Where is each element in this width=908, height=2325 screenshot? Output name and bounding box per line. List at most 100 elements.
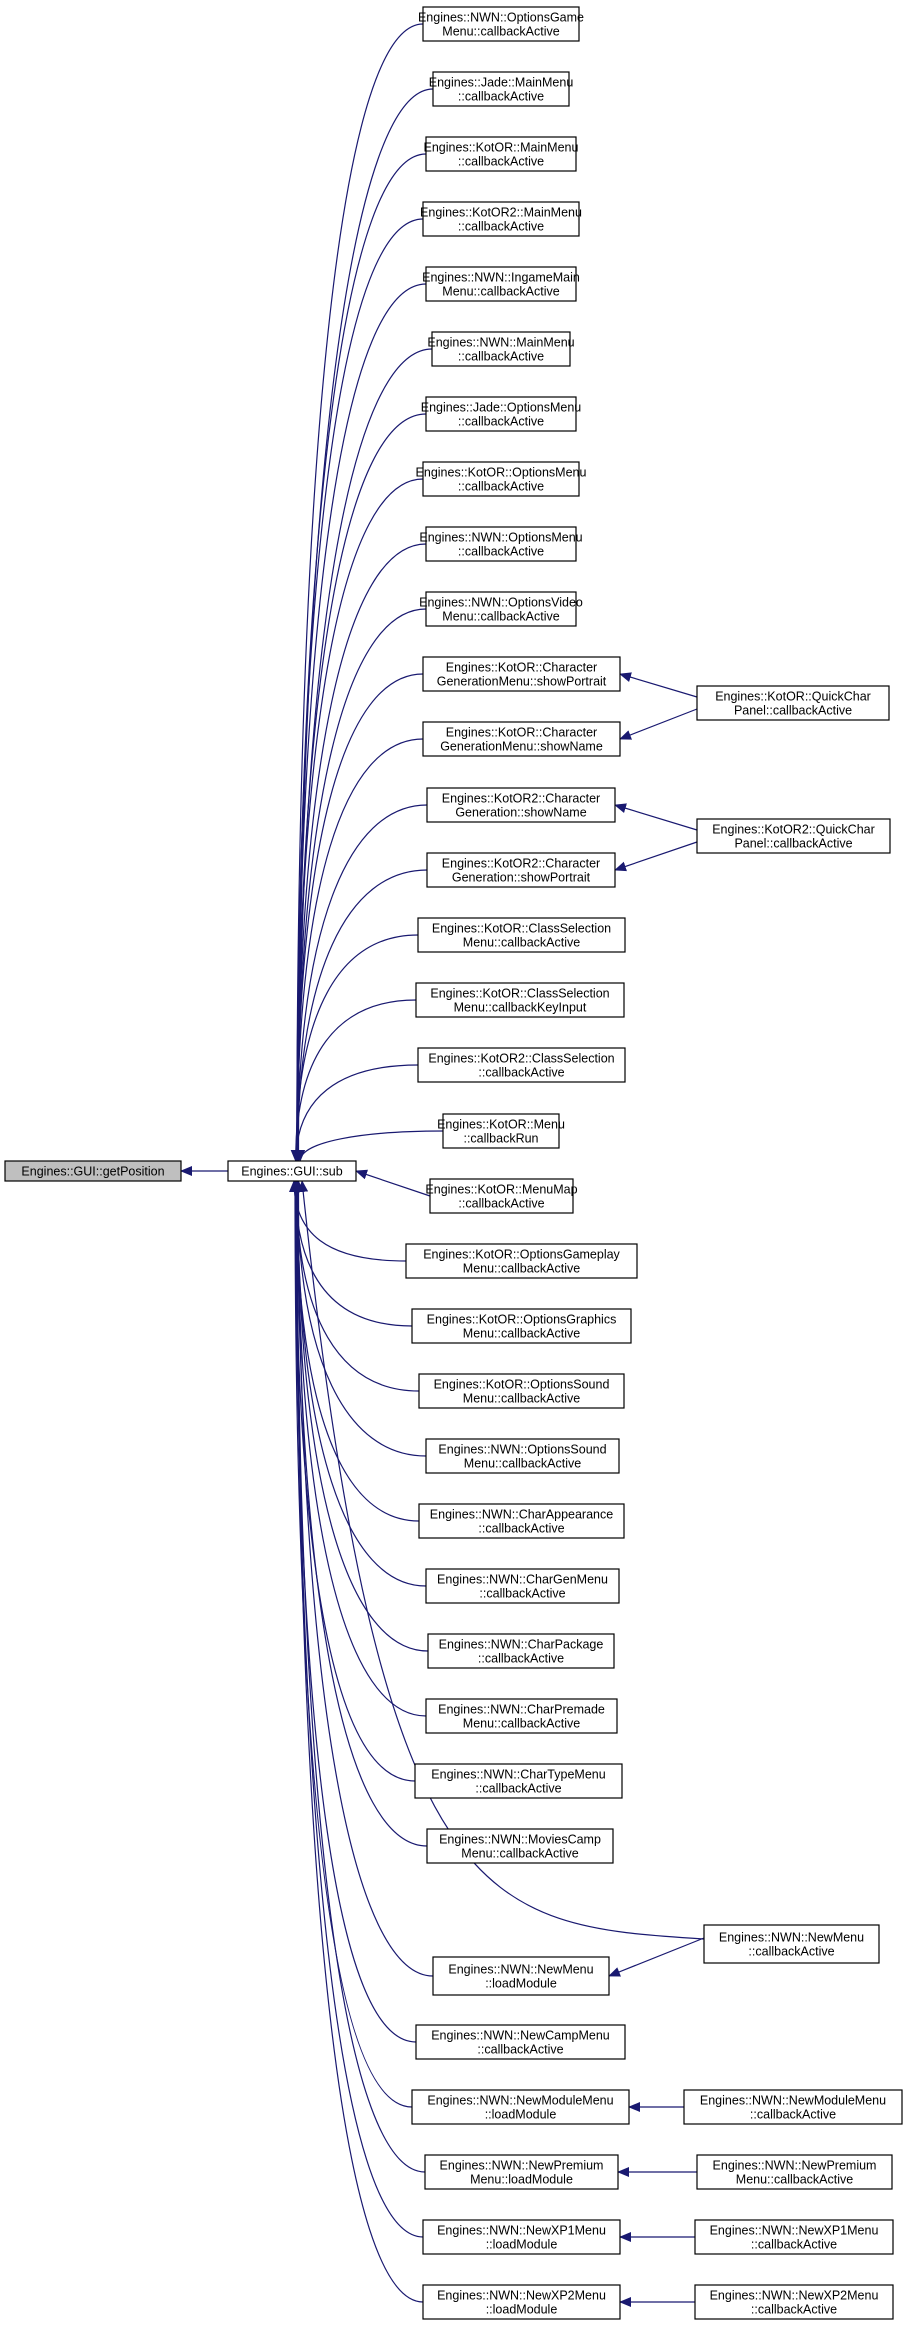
node-label: ::callbackActive	[458, 90, 544, 104]
node-box[interactable]	[422, 2219, 621, 2255]
node-box[interactable]	[422, 6, 580, 42]
node-box[interactable]	[696, 2154, 893, 2190]
node-label: Engines::NWN::NewXP1Menu	[710, 2224, 879, 2238]
node-box[interactable]	[415, 2024, 626, 2060]
node-o5[interactable]: Engines::NWN::NewPremiumMenu::callbackAc…	[696, 2154, 893, 2190]
node-label: Engines::KotOR::MenuMap	[425, 1183, 577, 1197]
node-c34[interactable]: Engines::NWN::NewXP1Menu::loadModule	[422, 2219, 621, 2255]
node-c30[interactable]: Engines::NWN::NewMenu::loadModule	[432, 1956, 610, 1996]
node-c28[interactable]: Engines::NWN::CharTypeMenu::callbackActi…	[414, 1763, 623, 1799]
node-c32[interactable]: Engines::NWN::NewModuleMenu::loadModule	[411, 2089, 630, 2125]
node-c15[interactable]: Engines::KotOR::ClassSelectionMenu::call…	[417, 917, 626, 953]
node-box[interactable]	[424, 2154, 619, 2190]
node-c27[interactable]: Engines::NWN::CharPremadeMenu::callbackA…	[425, 1698, 618, 1734]
node-c22[interactable]: Engines::KotOR::OptionsSoundMenu::callba…	[418, 1373, 625, 1409]
node-o3[interactable]: Engines::NWN::NewMenu::callbackActive	[703, 1924, 880, 1964]
node-box[interactable]	[432, 1956, 610, 1996]
node-label: ::loadModule	[486, 2238, 558, 2252]
node-box[interactable]	[425, 1438, 620, 1474]
node-label: Menu::callbackActive	[463, 936, 580, 950]
node-c14[interactable]: Engines::KotOR2::CharacterGeneration::sh…	[426, 852, 616, 888]
node-box[interactable]	[426, 1828, 614, 1864]
node-box[interactable]	[422, 201, 580, 237]
node-c9[interactable]: Engines::NWN::OptionsMenu::callbackActiv…	[419, 526, 583, 562]
node-c4[interactable]: Engines::KotOR2::MainMenu::callbackActiv…	[420, 201, 582, 237]
node-c23[interactable]: Engines::NWN::OptionsSoundMenu::callback…	[425, 1438, 620, 1474]
node-box[interactable]	[425, 1568, 620, 1604]
node-box[interactable]	[425, 136, 577, 172]
node-box[interactable]	[694, 2284, 894, 2320]
node-box[interactable]	[422, 656, 621, 692]
node-c24[interactable]: Engines::NWN::CharAppearance::callbackAc…	[418, 1503, 625, 1539]
node-c8[interactable]: Engines::KotOR::OptionsMenu::callbackAct…	[416, 461, 587, 497]
node-box[interactable]	[425, 266, 577, 302]
node-label: Engines::KotOR::OptionsSound	[434, 1378, 610, 1392]
node-c7[interactable]: Engines::Jade::OptionsMenu::callbackActi…	[421, 396, 582, 432]
node-box[interactable]	[425, 526, 577, 562]
node-box[interactable]	[425, 591, 577, 627]
node-box[interactable]	[425, 1698, 618, 1734]
node-gui-sub[interactable]: Engines::GUI::sub	[227, 1160, 357, 1182]
node-c25[interactable]: Engines::NWN::CharGenMenu::callbackActiv…	[425, 1568, 620, 1604]
node-c10[interactable]: Engines::NWN::OptionsVideoMenu::callback…	[419, 591, 583, 627]
node-box[interactable]	[422, 461, 580, 497]
node-o4[interactable]: Engines::NWN::NewModuleMenu::callbackAct…	[683, 2089, 903, 2125]
node-box[interactable]	[425, 396, 577, 432]
edge-c30-to-sub	[293, 1180, 434, 1977]
node-c12[interactable]: Engines::KotOR::CharacterGenerationMenu:…	[422, 721, 621, 757]
node-box[interactable]	[432, 71, 570, 107]
node-label: Generation::showName	[455, 806, 586, 820]
node-o1[interactable]: Engines::KotOR::QuickCharPanel::callback…	[696, 685, 890, 721]
node-o2[interactable]: Engines::KotOR2::QuickCharPanel::callbac…	[696, 818, 891, 854]
node-c19[interactable]: Engines::KotOR::MenuMap::callbackActive	[425, 1178, 578, 1214]
node-box[interactable]	[429, 1178, 574, 1214]
node-box[interactable]	[696, 818, 891, 854]
node-box[interactable]	[694, 2219, 894, 2255]
node-box[interactable]	[422, 721, 621, 757]
node-box[interactable]	[683, 2089, 903, 2125]
node-box[interactable]	[431, 331, 571, 367]
node-c31[interactable]: Engines::NWN::NewCampMenu::callbackActiv…	[415, 2024, 626, 2060]
node-c29[interactable]: Engines::NWN::MoviesCampMenu::callbackAc…	[426, 1828, 614, 1864]
node-c13[interactable]: Engines::KotOR2::CharacterGeneration::sh…	[426, 787, 616, 823]
node-c18[interactable]: Engines::KotOR::Menu::callbackRun	[437, 1113, 565, 1149]
node-label: ::callbackActive	[458, 350, 544, 364]
node-label: Engines::NWN::NewPremium	[440, 2159, 604, 2173]
node-box[interactable]	[415, 982, 625, 1018]
node-o6[interactable]: Engines::NWN::NewXP1Menu::callbackActive	[694, 2219, 894, 2255]
node-box[interactable]	[418, 1503, 625, 1539]
node-box[interactable]	[422, 2284, 621, 2320]
node-c1[interactable]: Engines::NWN::OptionsGameMenu::callbackA…	[418, 6, 584, 42]
node-box[interactable]	[414, 1763, 623, 1799]
node-c21[interactable]: Engines::KotOR::OptionsGraphicsMenu::cal…	[411, 1308, 632, 1344]
node-box[interactable]	[418, 1373, 625, 1409]
node-box[interactable]	[426, 787, 616, 823]
node-box[interactable]	[417, 917, 626, 953]
edge-c16-to-sub	[290, 999, 417, 1162]
node-c2[interactable]: Engines::Jade::MainMenu::callbackActive	[429, 71, 574, 107]
node-c16[interactable]: Engines::KotOR::ClassSelectionMenu::call…	[415, 982, 625, 1018]
edge-o1-to-c12	[619, 708, 698, 740]
node-label: Engines::NWN::CharPackage	[439, 1638, 604, 1652]
node-c5[interactable]: Engines::NWN::IngameMainMenu::callbackAc…	[422, 266, 580, 302]
node-o7[interactable]: Engines::NWN::NewXP2Menu::callbackActive	[694, 2284, 894, 2320]
node-box[interactable]	[417, 1047, 626, 1083]
node-box[interactable]	[696, 685, 890, 721]
node-box[interactable]	[426, 852, 616, 888]
node-box[interactable]	[411, 2089, 630, 2125]
node-label: ::callbackActive	[479, 1587, 565, 1601]
node-c6[interactable]: Engines::NWN::MainMenu::callbackActive	[427, 331, 575, 367]
node-c26[interactable]: Engines::NWN::CharPackage::callbackActiv…	[427, 1633, 615, 1669]
node-c11[interactable]: Engines::KotOR::CharacterGenerationMenu:…	[422, 656, 621, 692]
node-c35[interactable]: Engines::NWN::NewXP2Menu::loadModule	[422, 2284, 621, 2320]
node-box[interactable]	[227, 1160, 357, 1182]
node-box[interactable]	[442, 1113, 560, 1149]
node-box[interactable]	[411, 1308, 632, 1344]
node-box[interactable]	[703, 1924, 880, 1964]
node-c3[interactable]: Engines::KotOR::MainMenu::callbackActive	[424, 136, 579, 172]
node-box[interactable]	[427, 1633, 615, 1669]
node-c20[interactable]: Engines::KotOR::OptionsGameplayMenu::cal…	[405, 1243, 638, 1279]
node-box[interactable]	[405, 1243, 638, 1279]
node-c17[interactable]: Engines::KotOR2::ClassSelection::callbac…	[417, 1047, 626, 1083]
